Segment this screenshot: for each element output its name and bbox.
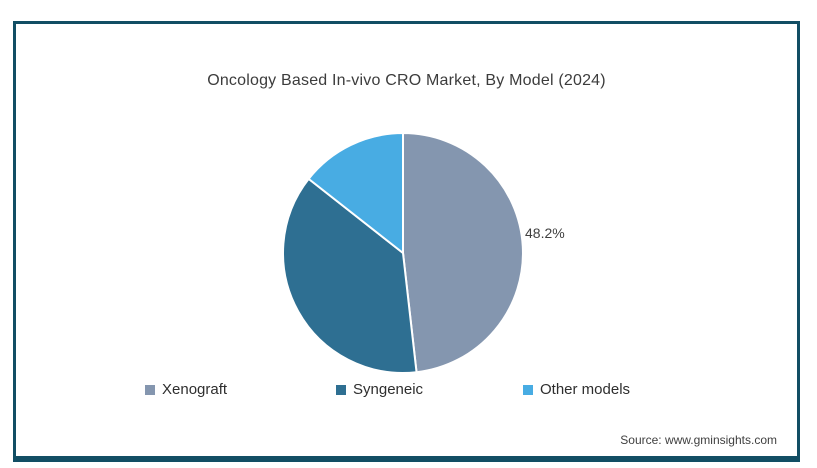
chart-title: Oncology Based In-vivo CRO Market, By Mo… bbox=[207, 72, 606, 89]
pie-slice-other-models bbox=[307, 132, 404, 254]
legend-swatch-syngeneic bbox=[336, 384, 346, 395]
legend-swatch-xenograft bbox=[145, 384, 155, 395]
source-credit: Source: www.gminsights.com bbox=[620, 433, 777, 447]
legend-label-syngeneic: Syngeneic bbox=[353, 381, 424, 398]
legend-item-syngeneic: Syngeneic bbox=[336, 381, 423, 398]
legend-label-xenograft: Xenograft bbox=[162, 381, 228, 398]
legend-item-other-models: Other models bbox=[523, 381, 630, 398]
legend-label-other-models: Other models bbox=[540, 381, 631, 398]
legend-swatch-other-models bbox=[523, 384, 533, 395]
pie-slice-xenograft bbox=[402, 132, 524, 374]
legend-item-xenograft: Xenograft bbox=[145, 381, 227, 398]
slice-value-label: 48.2% bbox=[525, 225, 565, 241]
pie-slice-syngeneic bbox=[282, 177, 418, 374]
